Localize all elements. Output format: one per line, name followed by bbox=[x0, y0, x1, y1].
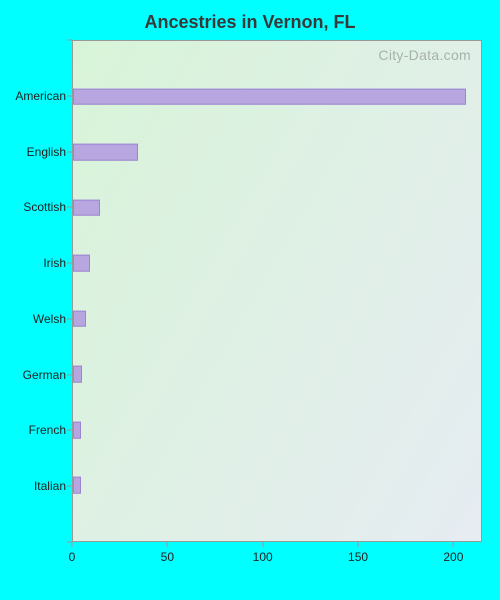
x-tick bbox=[72, 542, 73, 547]
y-tick bbox=[67, 486, 72, 487]
y-axis-label: Irish bbox=[43, 256, 66, 270]
x-axis-label: 150 bbox=[348, 550, 368, 564]
x-tick bbox=[453, 542, 454, 547]
x-axis-label: 100 bbox=[253, 550, 273, 564]
x-tick bbox=[167, 542, 168, 547]
bar bbox=[73, 255, 90, 272]
y-axis-label: German bbox=[23, 368, 66, 382]
bar bbox=[73, 199, 100, 216]
y-axis-label: Scottish bbox=[23, 200, 66, 214]
bar bbox=[73, 144, 138, 161]
y-tick bbox=[67, 374, 72, 375]
y-tick bbox=[67, 318, 72, 319]
y-axis-label: French bbox=[29, 423, 66, 437]
x-axis-label: 50 bbox=[161, 550, 174, 564]
y-axis-label: English bbox=[27, 145, 66, 159]
x-axis-labels: 0 50 100 150 200 bbox=[72, 542, 482, 570]
y-axis-label: American bbox=[15, 89, 66, 103]
y-axis-label: Welsh bbox=[33, 312, 66, 326]
bar bbox=[73, 422, 81, 439]
y-axis-labels: American English Scottish Irish Welsh German F… bbox=[12, 40, 70, 542]
bar bbox=[73, 88, 466, 105]
bar bbox=[73, 477, 81, 494]
y-tick bbox=[67, 151, 72, 152]
bar bbox=[73, 310, 86, 327]
y-tick bbox=[67, 207, 72, 208]
y-tick bbox=[67, 430, 72, 431]
x-tick bbox=[262, 542, 263, 547]
chart-container: City-Data.com American English Scottish Iri… bbox=[12, 40, 488, 570]
chart-title: Ancestries in Vernon, FL bbox=[0, 0, 500, 41]
x-tick bbox=[358, 542, 359, 547]
bar bbox=[73, 366, 82, 383]
plot-area: City-Data.com bbox=[72, 40, 482, 542]
watermark-text: City-Data.com bbox=[378, 47, 471, 63]
y-tick bbox=[67, 542, 72, 543]
y-tick bbox=[67, 263, 72, 264]
x-axis-label: 200 bbox=[443, 550, 463, 564]
x-axis-label: 0 bbox=[69, 550, 76, 564]
y-axis-label: Italian bbox=[34, 479, 66, 493]
y-tick bbox=[67, 40, 72, 41]
y-tick bbox=[67, 95, 72, 96]
